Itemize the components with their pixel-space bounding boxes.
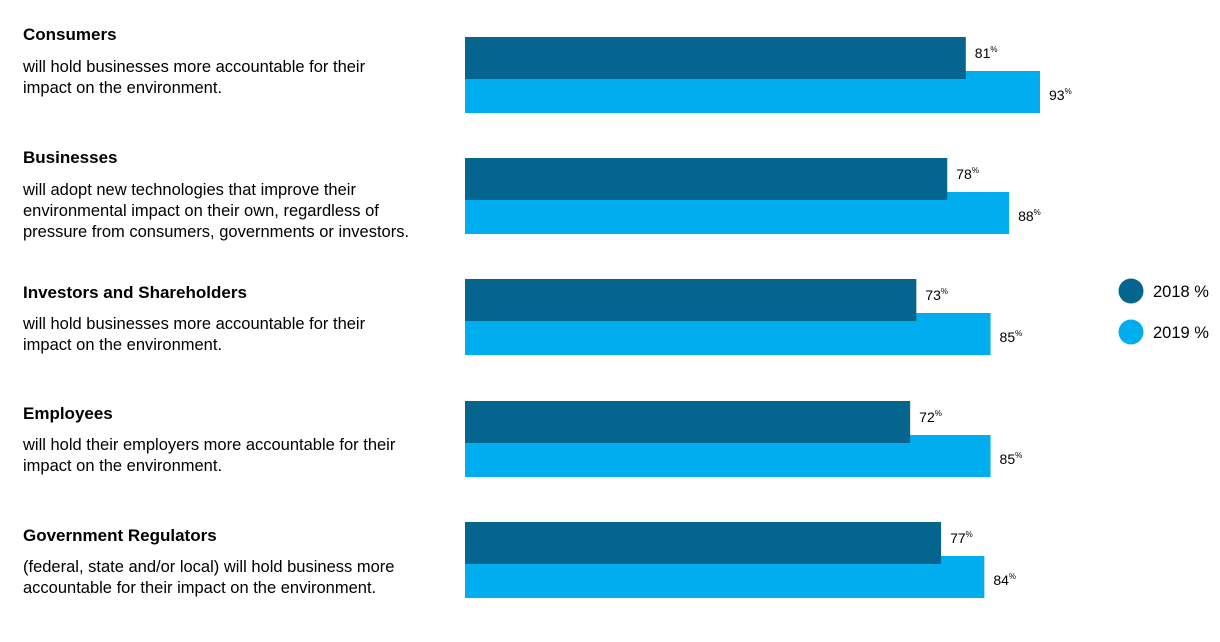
category-description: accountable for their impact on the envi… <box>23 579 377 597</box>
data-label: 72% <box>919 409 942 425</box>
legend-label: 2019 % <box>1153 324 1209 342</box>
category-title: Government Regulators <box>23 526 217 545</box>
data-label: 73% <box>925 287 948 303</box>
data-label: 88% <box>1018 208 1041 224</box>
data-label: 93% <box>1049 87 1072 103</box>
category-description: impact on the environment. <box>23 457 223 475</box>
data-label: 84% <box>993 572 1016 588</box>
category-title: Investors and Shareholders <box>23 283 247 302</box>
bar-2018 <box>465 37 966 79</box>
category-description: will hold businesses more accountable fo… <box>23 58 366 76</box>
category-description: environmental impact on their own, regar… <box>23 202 379 220</box>
category-description: will hold businesses more accountable fo… <box>23 315 366 333</box>
data-label: 85% <box>1000 451 1023 467</box>
category-description: impact on the environment. <box>23 336 223 354</box>
legend-swatch <box>1118 278 1144 304</box>
category-title: Businesses <box>23 148 118 167</box>
category-description: (federal, state and/or local) will hold … <box>23 558 395 576</box>
bar-2018 <box>465 522 942 564</box>
data-label: 77% <box>950 530 973 546</box>
data-label: 78% <box>956 166 979 182</box>
category-description: will hold their employers more accountab… <box>23 436 396 454</box>
category-title: Consumers <box>23 25 117 44</box>
data-label: 85% <box>1000 329 1023 345</box>
bar-2018 <box>465 158 948 200</box>
category-description: impact on the environment. <box>23 79 223 97</box>
bar-2018 <box>465 401 911 443</box>
data-label: 81% <box>975 45 998 61</box>
legend-swatch <box>1118 319 1144 345</box>
category-description: will adopt new technologies that improve… <box>23 181 356 199</box>
category-description: pressure from consumers, governments or … <box>23 223 410 241</box>
bar-2018 <box>465 279 917 321</box>
legend-label: 2018 % <box>1153 283 1209 301</box>
category-title: Employees <box>23 404 113 423</box>
